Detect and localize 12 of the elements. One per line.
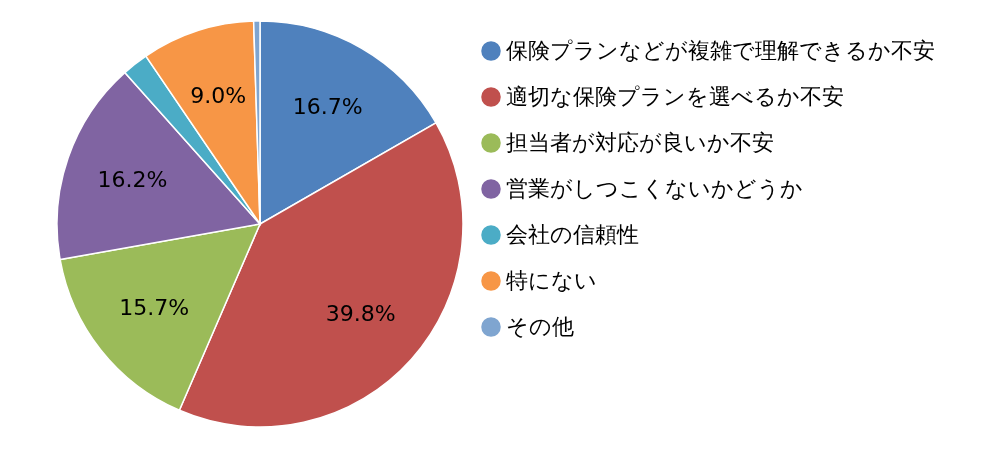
data-label: 15.7% <box>119 294 190 320</box>
legend-label: 特にない <box>506 268 597 293</box>
legend-label: 保険プランなどが複雑で理解できるか不安 <box>506 38 935 63</box>
legend-label: 担当者が対応が良いか不安 <box>506 130 774 155</box>
data-label: 9.0% <box>190 82 247 108</box>
data-label: 39.8% <box>325 300 396 326</box>
legend-label: 営業がしつこくないかどうか <box>506 176 803 201</box>
legend-label: 適切な保険プランを選べるか不安 <box>506 84 844 109</box>
data-label: 16.2% <box>97 166 168 192</box>
data-label: 16.7% <box>292 94 363 120</box>
legend-label: その他 <box>506 314 574 339</box>
legend-label: 会社の信頼性 <box>506 222 639 247</box>
